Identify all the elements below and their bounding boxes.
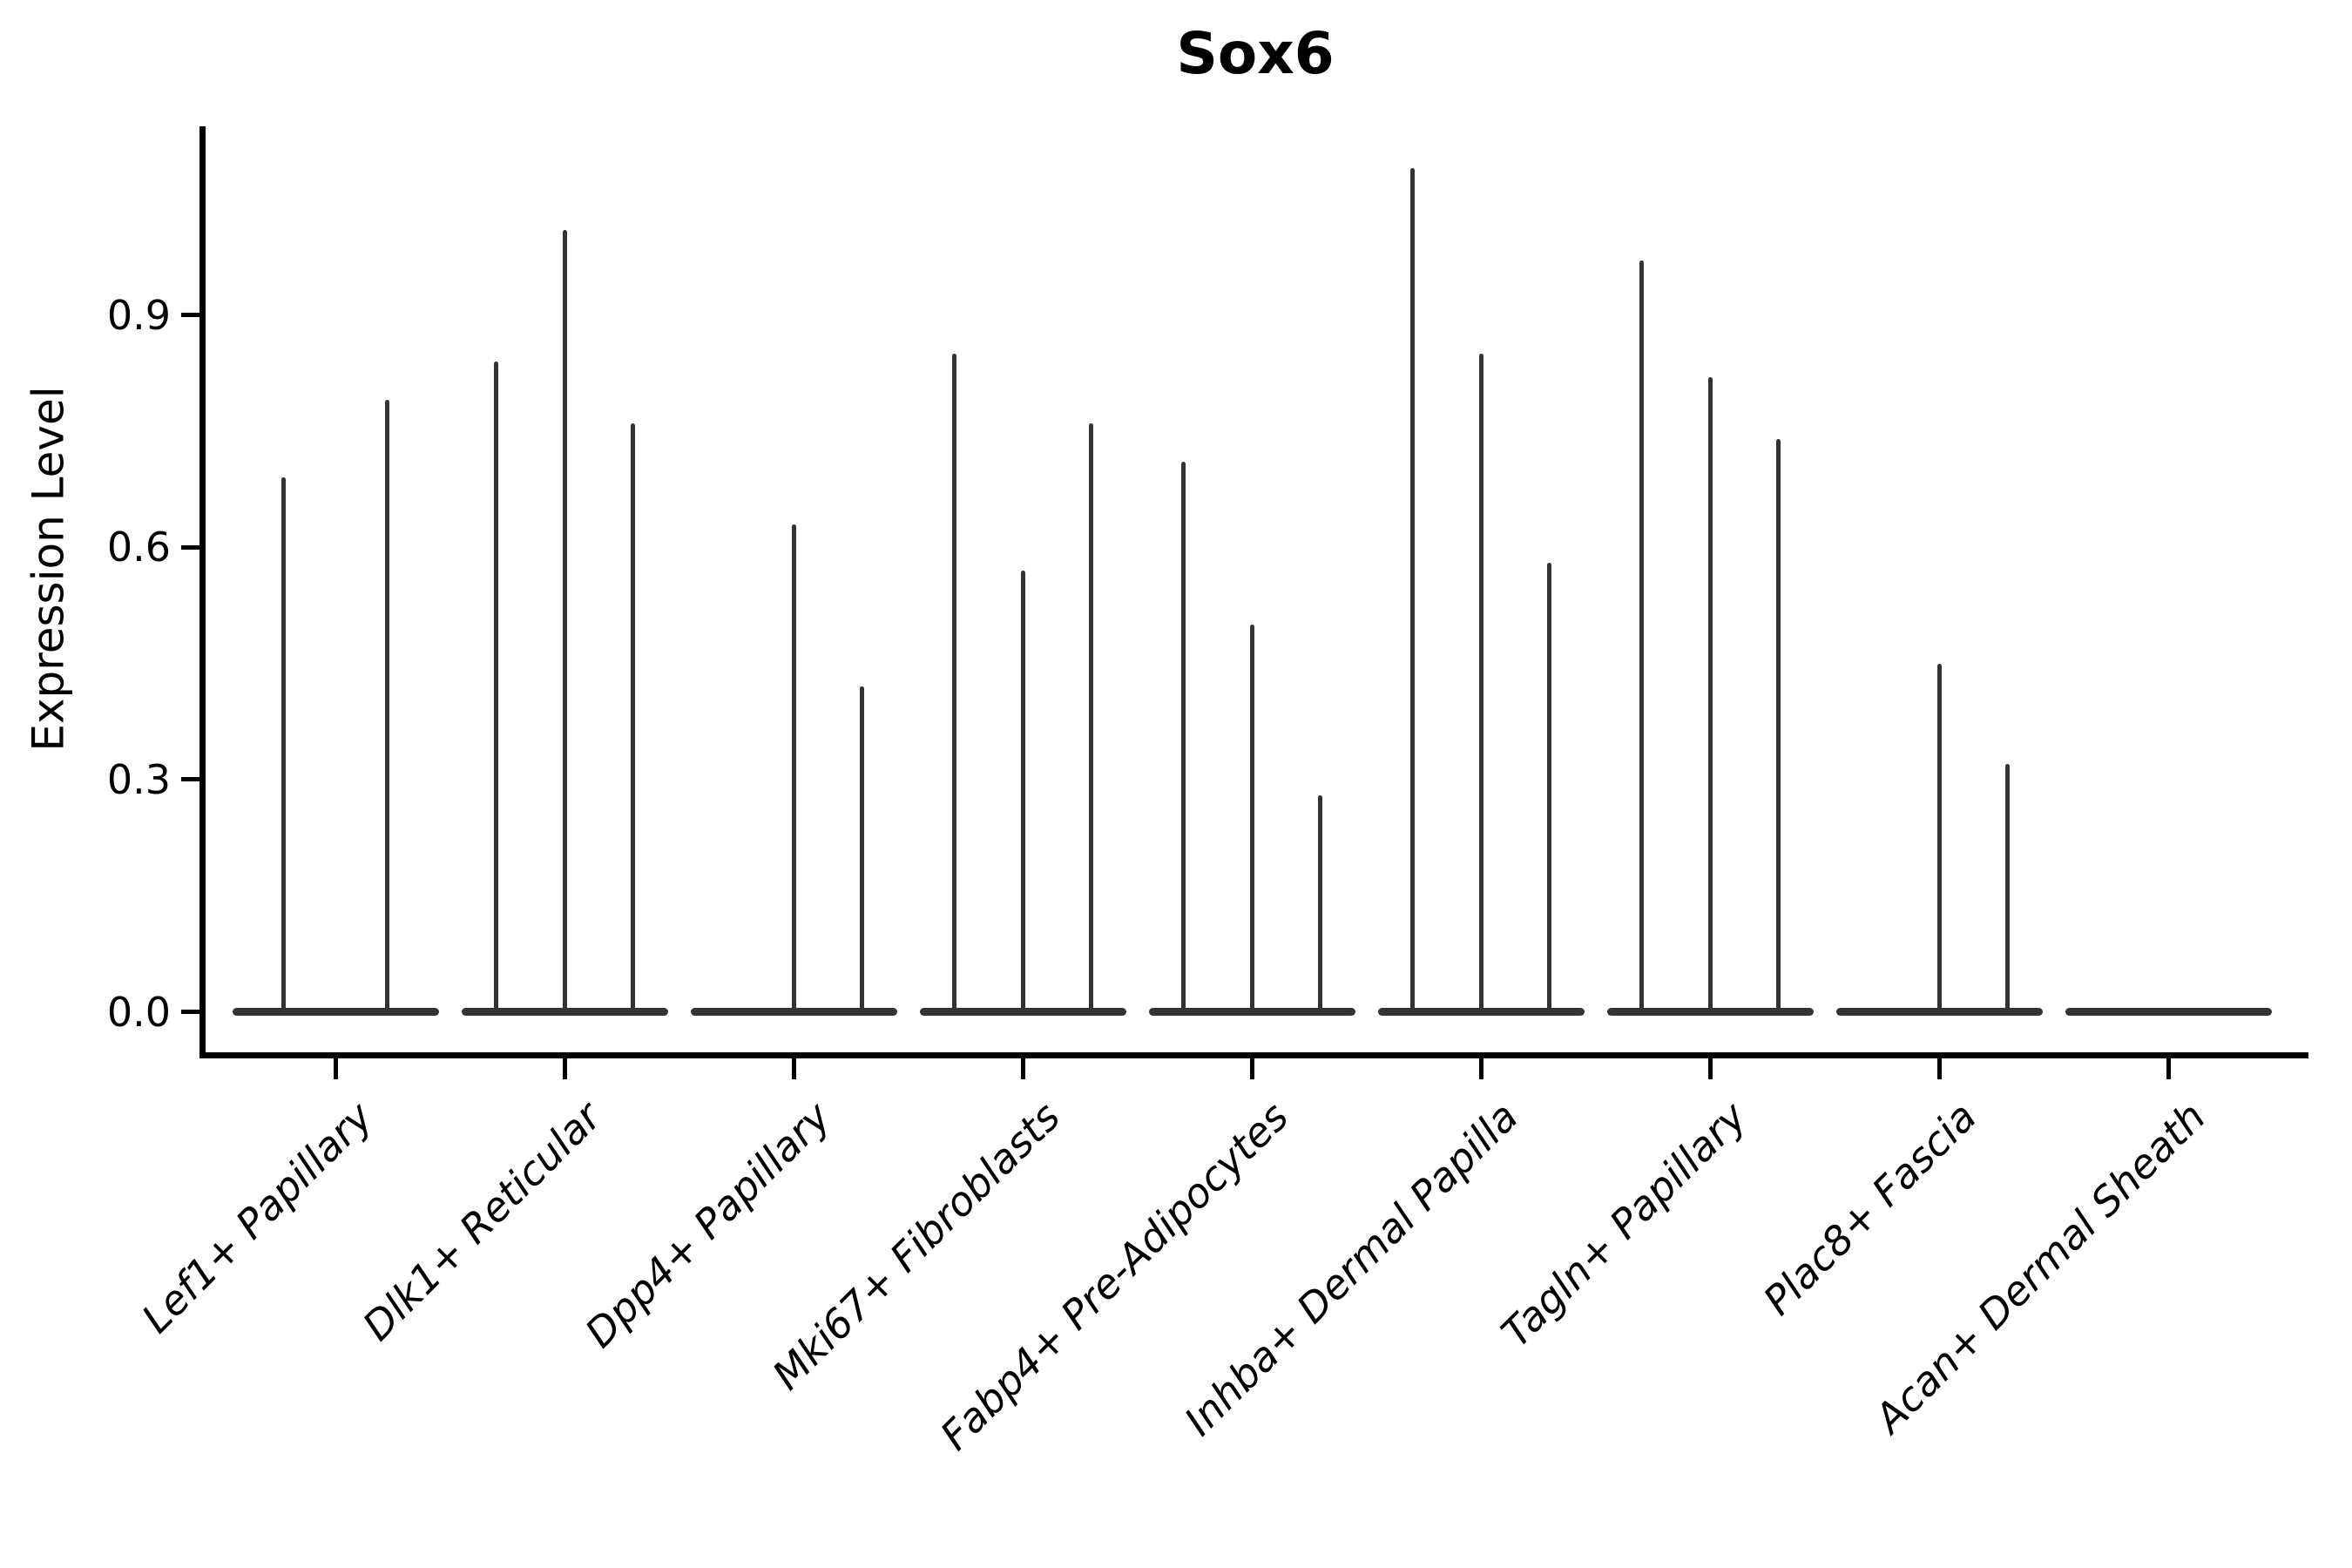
violin-baseline xyxy=(1377,1008,1585,1016)
violin-needle xyxy=(384,400,389,1012)
violin-needle xyxy=(1318,794,1323,1012)
violin-needle xyxy=(1409,167,1415,1012)
violin-needle xyxy=(2005,764,2011,1012)
x-tick-label: Dlk1+ Reticular xyxy=(354,1092,611,1350)
violin-needle xyxy=(1639,260,1644,1012)
violin-needle xyxy=(281,477,287,1012)
violin-needle xyxy=(1478,354,1484,1012)
x-tick-mark xyxy=(1249,1058,1254,1079)
y-tick-label: 0.3 xyxy=(106,755,171,803)
x-tick-mark xyxy=(562,1058,567,1079)
violin-baseline xyxy=(919,1008,1126,1016)
x-tick-mark xyxy=(333,1058,338,1079)
x-tick-mark xyxy=(1020,1058,1025,1079)
violin-needle xyxy=(1089,423,1094,1012)
y-tick-mark xyxy=(181,1010,202,1014)
violin-needle xyxy=(1707,376,1713,1012)
violin-baseline xyxy=(232,1008,439,1016)
violin-needle xyxy=(1249,625,1254,1012)
violin-needle xyxy=(493,361,498,1012)
violin-needle xyxy=(1180,462,1186,1012)
violin-baseline xyxy=(461,1008,668,1016)
violin-needle xyxy=(1547,562,1552,1012)
violin-needle xyxy=(1776,438,1781,1012)
y-axis-spine xyxy=(199,126,206,1058)
violin-needle xyxy=(951,354,956,1012)
violin-needle xyxy=(1936,663,1942,1012)
x-tick-mark xyxy=(2166,1058,2171,1079)
y-tick-label: 0.6 xyxy=(106,524,171,571)
x-tick-mark xyxy=(1936,1058,1942,1079)
y-tick-mark xyxy=(181,313,202,318)
violin-baseline xyxy=(2065,1008,2272,1016)
x-tick-label: Dpp4+ Papillary xyxy=(576,1092,840,1357)
x-tick-label: Lef1+ Papillary xyxy=(132,1092,382,1342)
x-axis-spine xyxy=(199,1052,2308,1058)
violin-needle xyxy=(562,229,567,1012)
violin-needle xyxy=(1020,570,1025,1012)
x-tick-label: Tagln+ Papillary xyxy=(1492,1092,1756,1356)
violin-baseline xyxy=(1835,1008,2043,1016)
x-tick-mark xyxy=(791,1058,796,1079)
x-tick-mark xyxy=(1478,1058,1484,1079)
violin-needle xyxy=(791,524,796,1012)
violin-baseline xyxy=(1606,1008,1814,1016)
x-tick-mark xyxy=(1707,1058,1713,1079)
x-tick-label: Plac8+ Fascia xyxy=(1754,1092,1985,1324)
chart-title: Sox6 xyxy=(1176,20,1335,87)
y-tick-mark xyxy=(181,777,202,782)
violin-baseline xyxy=(690,1008,897,1016)
violin-needle xyxy=(860,686,865,1012)
y-tick-label: 0.9 xyxy=(106,291,171,339)
y-tick-label: 0.0 xyxy=(106,988,171,1036)
violin-baseline xyxy=(1148,1008,1355,1016)
violin-needle xyxy=(631,423,636,1012)
y-tick-mark xyxy=(181,544,202,550)
